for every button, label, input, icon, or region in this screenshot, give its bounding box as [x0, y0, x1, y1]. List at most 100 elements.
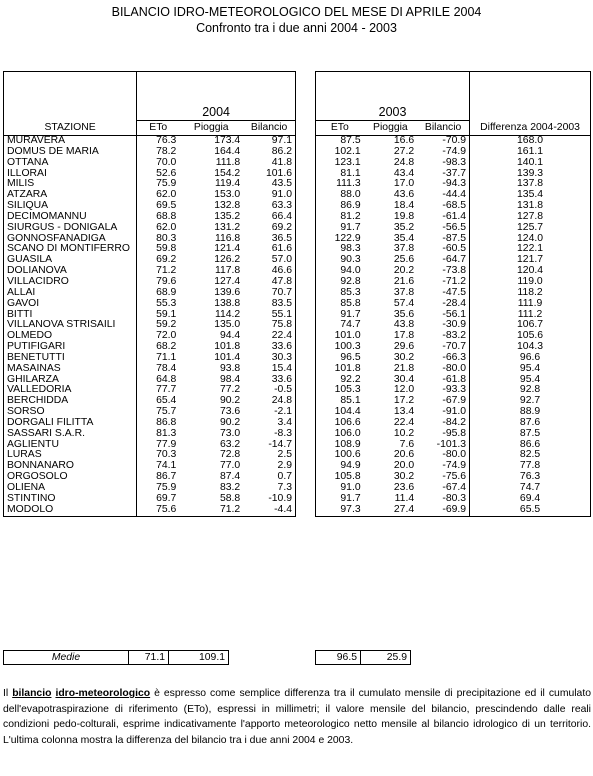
table-row: 102.1 27.2 -74.9 161.1: [316, 146, 591, 158]
pioggia-2003-value: 10.2: [393, 428, 415, 439]
table-row: SIURGUS - DONIGALA 62.0 131.2 69.2: [4, 222, 296, 234]
eto-2003-value: 85.1: [340, 396, 361, 407]
pioggia-2003-value: 27.2: [393, 146, 415, 157]
differenza-value: 65.5: [469, 504, 591, 517]
pioggia-2004-value: 164.4: [214, 146, 241, 157]
eto-2004-value: 72.0: [136, 331, 180, 343]
differenza-value: 87.6: [469, 417, 591, 429]
pioggia-2004-value: 58.8: [219, 493, 241, 504]
differenza-value: 119.0: [469, 276, 591, 288]
bilancio-2003-value: -56.1: [442, 309, 467, 320]
medie-2003: 96.5 25.9: [315, 650, 411, 665]
bilancio-2003-value: -74.9: [442, 461, 467, 472]
eto-2004-value: 75.9: [136, 179, 180, 191]
table-row: 106.6 22.4 -84.2 87.6: [316, 417, 591, 429]
pioggia-2003-value: 37.8: [393, 287, 415, 298]
station-name: VILLANOVA STRISAILI: [7, 320, 116, 331]
bilancio-2004-value: 2.5: [277, 450, 292, 461]
pioggia-2003-value: 16.6: [393, 135, 415, 147]
bilancio-2003-value: -56.5: [442, 222, 467, 233]
bilancio-2004-value: 33.6: [271, 342, 292, 353]
differenza-value: 127.8: [469, 211, 591, 223]
eto-2003-value: 98.3: [340, 244, 361, 255]
table-row: 105.3 12.0 -93.3 92.8: [316, 385, 591, 397]
bilancio-2003-value: -84.2: [442, 417, 467, 428]
bilancio-2004-value: -14.7: [268, 439, 292, 450]
eto-2004-value: 62.0: [136, 222, 180, 234]
pioggia-2003-value: 7.6: [399, 439, 415, 450]
table-row: 91.0 23.6 -67.4 74.7: [316, 483, 591, 494]
eto-2004-value: 77.7: [136, 385, 180, 397]
bilancio-2004-value: 43.5: [271, 179, 292, 190]
differenza-value: 131.8: [469, 201, 591, 212]
bilancio-2004-value: 2.9: [277, 461, 292, 472]
header-stazione: STAZIONE: [3, 120, 137, 136]
table-row: GHILARZA 64.8 98.4 33.6: [4, 374, 296, 386]
pioggia-2003-value: 22.4: [393, 417, 415, 428]
table-row: MASAINAS 78.4 93.8 15.4: [4, 363, 296, 375]
table-row: 85.1 17.2 -67.9 92.7: [316, 396, 591, 408]
table-row: ORGOSOLO 86.7 87.4 0.7: [4, 472, 296, 483]
table-row: DOMUS DE MARIA 78.2 164.4 86.2: [4, 146, 296, 158]
bilancio-2004-value: 0.7: [277, 472, 292, 483]
pioggia-2003-value: 35.2: [393, 222, 415, 233]
eto-2004-value: 68.9: [136, 287, 180, 299]
table-row: OLIENA 75.9 83.2 7.3: [4, 483, 296, 494]
bilancio-2004-value: 63.3: [271, 201, 292, 212]
eto-2004-value: 86.8: [136, 417, 180, 429]
bilancio-2004-value: 66.4: [271, 211, 292, 222]
station-name: PUTIFIGARI: [7, 342, 66, 353]
note-term-idro: idro-meteorologico: [55, 688, 151, 699]
pioggia-2004-value: 73.0: [219, 428, 241, 439]
table-row: GONNOSFANADIGA 80.3 116.8 36.5: [4, 233, 296, 245]
station-name: AGLIENTU: [7, 439, 59, 450]
pioggia-2003-value: 43.6: [393, 190, 415, 201]
bilancio-2003-value: -75.6: [442, 472, 467, 483]
table-row: MILIS 75.9 119.4 43.5: [4, 179, 296, 191]
bilancio-2003-value: -83.2: [442, 331, 467, 342]
eto-2003-value: 105.8: [334, 472, 361, 483]
differenza-value: 86.6: [469, 439, 591, 451]
eto-2004-value: 78.4: [136, 363, 180, 375]
pioggia-2003-value: 13.4: [393, 407, 415, 418]
eto-2003-value: 91.7: [340, 309, 361, 320]
eto-2004-value: 59.8: [136, 244, 180, 256]
table-row: 94.9 20.0 -74.9 77.8: [316, 461, 591, 473]
differenza-value: 92.8: [469, 385, 591, 397]
eto-2004-value: 69.7: [136, 493, 180, 505]
header-bilancio-2004: Bilancio: [243, 120, 296, 136]
table-row: VILLANOVA STRISAILI 59.2 135.0 75.8: [4, 320, 296, 332]
eto-2004-value: 75.9: [136, 483, 180, 494]
station-name: MODOLO: [7, 504, 54, 515]
differenza-value: 106.7: [469, 320, 591, 332]
table-row: 100.6 20.6 -80.0 82.5: [316, 450, 591, 462]
table-row: 101.8 21.8 -80.0 95.4: [316, 363, 591, 375]
pioggia-2003-value: 30.4: [393, 374, 415, 385]
table-row: 85.3 37.8 -47.5 118.2: [316, 287, 591, 299]
bilancio-2004-value: -2.1: [274, 407, 292, 418]
differenza-value: 118.2: [469, 287, 591, 299]
bilancio-2003-value: -95.8: [442, 428, 467, 439]
table-row: 92.8 21.6 -71.2 119.0: [316, 276, 591, 288]
eto-2003-value: 123.1: [334, 157, 361, 168]
pioggia-2004-value: 135.2: [214, 211, 241, 222]
pioggia-2003-value: 17.2: [393, 396, 415, 407]
station-name: ILLORAI: [7, 168, 47, 179]
table-row: 81.2 19.8 -61.4 127.8: [316, 211, 591, 223]
station-name: SIURGUS - DONIGALA: [7, 222, 118, 233]
station-name: SORSO: [7, 407, 45, 418]
eto-2004-value: 74.1: [136, 461, 180, 473]
pioggia-2004-value: 71.2: [219, 504, 241, 515]
eto-2004-value: 59.2: [136, 320, 180, 332]
table-row: 86.9 18.4 -68.5 131.8: [316, 201, 591, 212]
eto-2003-value: 85.3: [340, 287, 361, 298]
year-header-2004: 2004: [136, 71, 296, 121]
eto-2004-value: 69.2: [136, 255, 180, 267]
eto-2003-value: 102.1: [334, 146, 361, 157]
header-eto-2003: ETo: [315, 120, 364, 136]
bilancio-2003-value: -60.5: [442, 244, 467, 255]
eto-2004-value: 80.3: [136, 233, 180, 245]
pioggia-2003-value: 43.8: [393, 320, 415, 331]
table-row: DECIMOMANNU 68.8 135.2 66.4: [4, 211, 296, 223]
table-row: ATZARA 62.0 153.0 91.0: [4, 190, 296, 202]
